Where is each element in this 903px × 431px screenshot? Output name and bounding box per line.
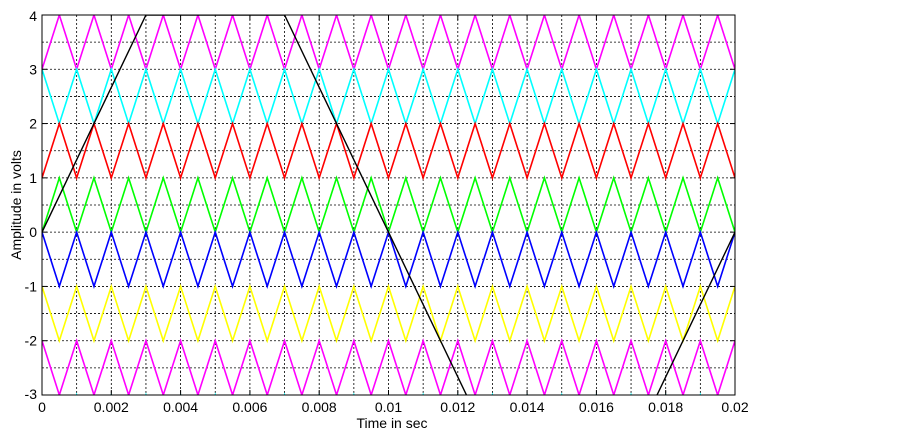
x-tick-label: 0.006 — [232, 399, 267, 415]
x-tick-label: 0.008 — [302, 399, 337, 415]
y-tick-label: -3 — [25, 386, 38, 402]
y-tick-label: 4 — [29, 8, 37, 24]
ticks: 0 0.002 0.004 0.006 0.008 0.01 0.012 0.014 0.016… — [25, 8, 749, 415]
y-tick-label: 3 — [29, 61, 37, 77]
x-tick-label: 0.014 — [510, 399, 545, 415]
carrier-wave-2 — [42, 66, 735, 127]
y-axis-label: Amplitude in volts — [8, 150, 24, 260]
x-tick-label: 0.02 — [721, 399, 748, 415]
y-tick-label: 1 — [29, 170, 37, 186]
x-tick-label: 0 — [38, 399, 46, 415]
y-tick-label: -1 — [25, 278, 38, 294]
series-group — [42, 15, 735, 395]
y-tick-label: 0 — [29, 224, 37, 240]
carrier-wave-3 — [42, 120, 735, 181]
grid — [42, 15, 735, 395]
carrier-wave-7 — [42, 338, 735, 395]
x-tick-label: 0.004 — [163, 399, 198, 415]
x-tick-label: 0.01 — [375, 399, 402, 415]
x-tick-label: 0.002 — [94, 399, 129, 415]
x-tick-label: 0.012 — [440, 399, 475, 415]
x-axis-label: Time in sec — [356, 415, 427, 431]
y-tick-label: -2 — [25, 333, 38, 349]
x-tick-label: 0.016 — [579, 399, 614, 415]
x-tick-label: 0.018 — [648, 399, 683, 415]
carrier-wave-6 — [42, 283, 735, 344]
reference-wave — [42, 15, 735, 395]
y-tick-label: 2 — [29, 116, 37, 132]
